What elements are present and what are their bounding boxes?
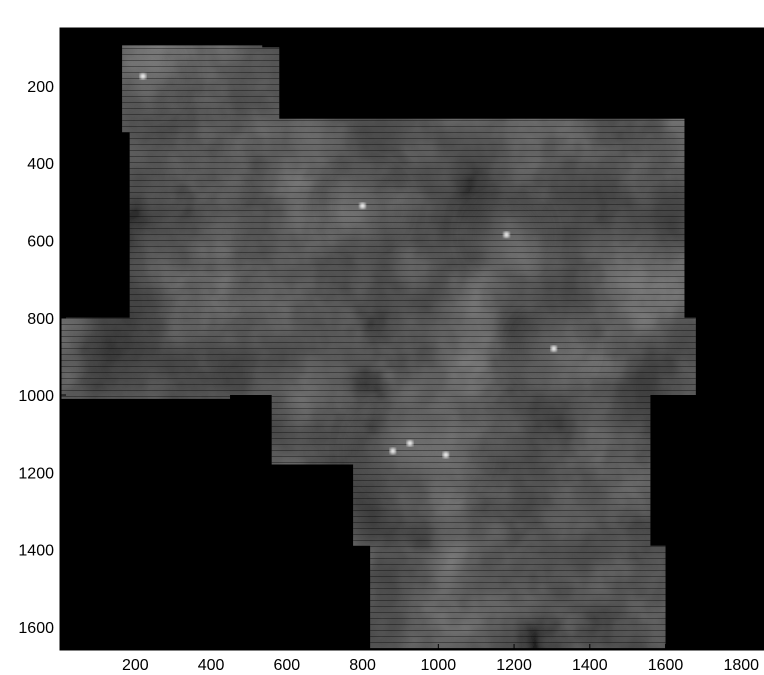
- bright-source-3: [550, 345, 557, 352]
- y-tick-label: 600: [27, 233, 54, 250]
- axes-frame: [59, 27, 764, 651]
- x-tick-label: 1000: [421, 657, 457, 674]
- x-tick-label: 1400: [572, 657, 608, 674]
- bright-source-0: [139, 73, 146, 80]
- x-tick-label: 600: [273, 657, 300, 674]
- x-tick-label: 200: [122, 657, 149, 674]
- x-tick-label: 1800: [723, 657, 759, 674]
- x-axis-ticks: 200 400 600 800 1000 1200 1400 1600 1800: [122, 28, 759, 674]
- bright-source-1: [359, 202, 366, 209]
- y-tick-label: 1200: [18, 465, 54, 482]
- bright-source-6: [389, 448, 396, 455]
- bright-sources: [139, 73, 557, 458]
- y-axis-ticks: 200 400 600 800 1000 1200 1400 1600: [18, 79, 764, 637]
- plot-area: [60, 28, 764, 650]
- x-tick-label: 400: [198, 657, 225, 674]
- y-tick-label: 1000: [18, 388, 54, 405]
- y-tick-label: 400: [27, 156, 54, 173]
- y-tick-label: 1400: [18, 543, 54, 560]
- bright-source-4: [406, 440, 413, 447]
- axes: 200 400 600 800 1000 1200 1400 1600 1800 200 400 6…: [18, 27, 764, 674]
- bright-source-2: [503, 231, 510, 238]
- x-tick-label: 1600: [648, 657, 684, 674]
- bright-source-5: [442, 451, 449, 458]
- x-tick-label: 800: [349, 657, 376, 674]
- y-tick-label: 200: [27, 79, 54, 96]
- y-tick-label: 1600: [18, 620, 54, 637]
- y-tick-label: 800: [27, 311, 54, 328]
- x-tick-label: 1200: [496, 657, 532, 674]
